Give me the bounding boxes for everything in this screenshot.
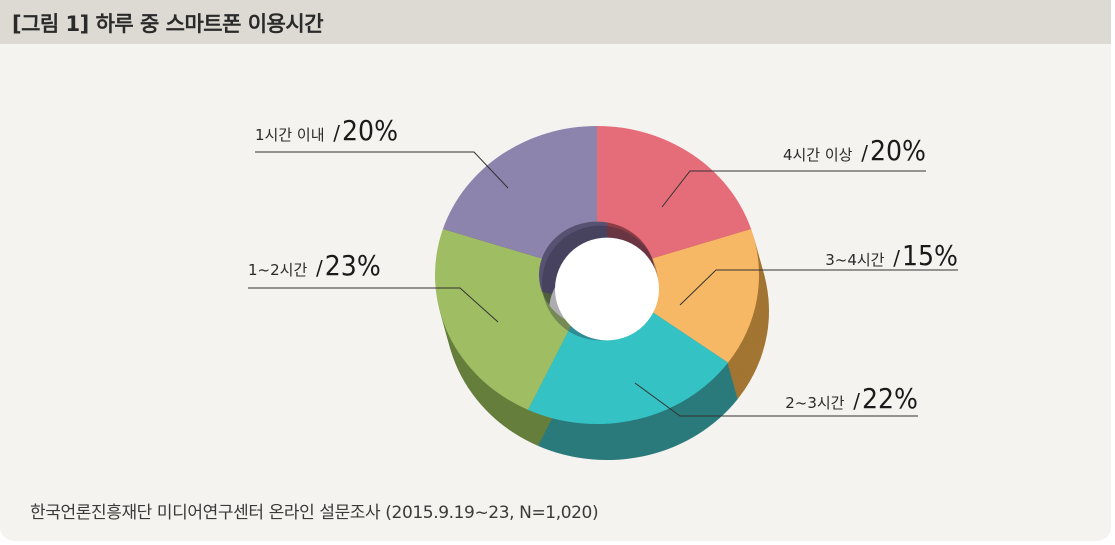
slice-labels: 4시간 이상 /20%3~4시간 /15%2~3시간 /22%1~2시간 /23… <box>248 114 958 417</box>
slice-name-4: 1시간 이내 <box>255 126 329 144</box>
slice-slash-4: / <box>333 121 340 145</box>
slice-name-2: 2~3시간 <box>785 394 849 412</box>
slice-slash-3: / <box>316 256 323 280</box>
slice-label-0: 4시간 이상 /20% <box>661 134 926 208</box>
slice-label-2: 2~3시간 /22% <box>634 382 918 417</box>
slice-value-3: 23% <box>325 249 381 282</box>
slice-label-text-0: 4시간 이상 /20% <box>783 134 926 167</box>
leader-line-1 <box>679 269 958 306</box>
slice-top-1 <box>643 228 759 363</box>
donut-chart: 4시간 이상 /20%3~4시간 /15%2~3시간 /22%1~2시간 /23… <box>248 114 958 461</box>
leader-line-3 <box>248 287 499 323</box>
leader-line-2 <box>634 382 918 417</box>
slice-value-0: 20% <box>870 134 926 167</box>
slice-label-text-1: 3~4시간 /15% <box>825 239 958 272</box>
slice-top-2 <box>528 306 729 425</box>
leader-line-4 <box>255 151 509 189</box>
slice-name-1: 3~4시간 <box>825 251 889 269</box>
slice-value-2: 22% <box>862 382 918 415</box>
slice-slash-2: / <box>853 389 860 413</box>
slice-label-text-4: 1시간 이내 /20% <box>255 114 398 147</box>
slice-slash-0: / <box>861 141 868 165</box>
figure-title: [그림 1] 하루 중 스마트폰 이용시간 <box>12 12 324 36</box>
slice-name-3: 1~2시간 <box>248 261 312 279</box>
slice-label-4: 1시간 이내 /20% <box>255 114 509 189</box>
slice-top-4 <box>442 125 597 259</box>
slice-label-1: 3~4시간 /15% <box>679 239 958 306</box>
slice-top-3 <box>434 228 573 410</box>
slice-value-4: 20% <box>342 114 398 147</box>
slice-slash-1: / <box>893 246 900 270</box>
source-note: 한국언론진흥재단 미디어연구센터 온라인 설문조사 (2015.9.19~23,… <box>30 503 599 523</box>
donut-hole <box>555 237 659 341</box>
donut-top-faces <box>434 125 759 425</box>
slice-name-0: 4시간 이상 <box>783 146 857 164</box>
slice-value-1: 15% <box>902 239 958 272</box>
leader-line-0 <box>661 170 926 208</box>
title-bar: [그림 1] 하루 중 스마트폰 이용시간 <box>0 0 1111 44</box>
slice-label-3: 1~2시간 /23% <box>248 249 499 323</box>
slice-label-text-2: 2~3시간 /22% <box>785 382 918 415</box>
slice-label-text-3: 1~2시간 /23% <box>248 249 381 282</box>
